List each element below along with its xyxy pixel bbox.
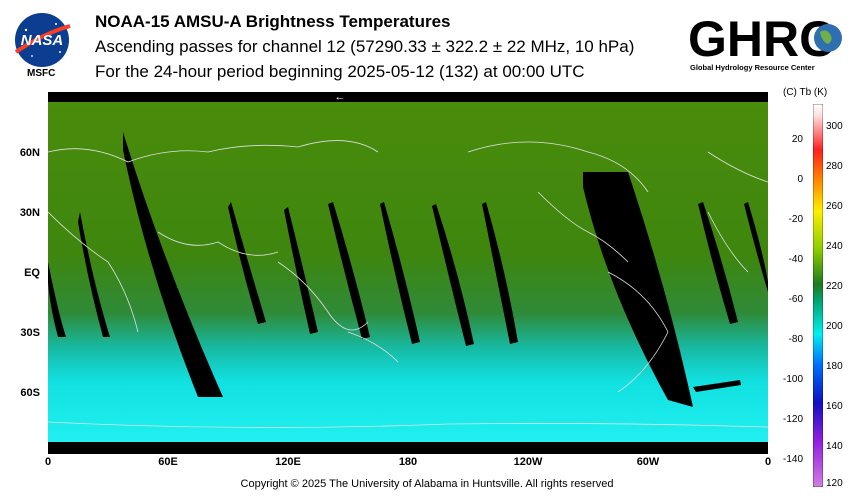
colorbar-k-tick: 140: [826, 441, 843, 452]
lat-label-eq: EQ: [24, 267, 40, 279]
colorbar-k-tick: 200: [826, 321, 843, 332]
colorbar-k-tick: 300: [826, 121, 843, 132]
nasa-logo: NASA: [12, 12, 72, 68]
colorbar-k-tick: 220: [826, 281, 843, 292]
colorbar-k-tick: 120: [826, 478, 843, 489]
brightness-temperature-map: ←: [47, 91, 769, 454]
swath-gaps: [48, 132, 768, 407]
colorbar: [812, 103, 824, 488]
copyright-notice: Copyright © 2025 The University of Alaba…: [240, 478, 614, 490]
colorbar-c-tick: -140: [782, 454, 803, 465]
colorbar-k-tick: 240: [826, 241, 843, 252]
colorbar-k-tick: 180: [826, 361, 843, 372]
lon-label-120w: 120W: [513, 456, 543, 468]
colorbar-c-tick: -120: [782, 414, 803, 425]
channel-subtitle: Ascending passes for channel 12 (57290.3…: [95, 37, 635, 56]
lat-label-30s: 30S: [20, 327, 40, 339]
colorbar-c-tick: -40: [788, 254, 803, 265]
ghrc-subtitle: Global Hydrology Resource Center: [690, 63, 815, 72]
lon-label-120e: 120E: [275, 456, 301, 468]
lon-label-0: 0: [44, 456, 52, 468]
colorbar-c-tick: 0: [797, 174, 803, 185]
ghrc-logo-text: GHRC: [688, 11, 835, 66]
colorbar-c-tick: 20: [791, 134, 803, 145]
ghrc-logo: GHRC: [688, 10, 848, 67]
lon-label-60w: 60W: [636, 456, 660, 468]
pass-direction-arrow: ←: [335, 92, 346, 103]
lon-label-0-east: 0: [764, 456, 772, 468]
lon-label-180: 180: [398, 456, 418, 468]
lat-label-60s: 60S: [20, 387, 40, 399]
period-subtitle: For the 24-hour period beginning 2025-05…: [95, 62, 585, 81]
colorbar-k-tick: 160: [826, 401, 843, 412]
colorbar-k-tick: 280: [826, 161, 843, 172]
colorbar-k-tick: 260: [826, 201, 843, 212]
colorbar-c-tick: -20: [788, 214, 803, 225]
msfc-label: MSFC: [27, 68, 56, 79]
colorbar-header: (C) Tb (K): [783, 87, 828, 98]
colorbar-c-tick: -60: [788, 294, 803, 305]
lon-label-60e: 60E: [158, 456, 178, 468]
colorbar-c-tick: -100: [782, 374, 803, 385]
lat-label-30n: 30N: [19, 207, 40, 219]
colorbar-c-tick: -80: [788, 334, 803, 345]
lat-label-60n: 60N: [19, 147, 40, 159]
nasa-logo-text: NASA: [21, 32, 64, 49]
page-title: NOAA-15 AMSU-A Brightness Temperatures: [95, 12, 451, 31]
coastlines: [47, 140, 769, 428]
